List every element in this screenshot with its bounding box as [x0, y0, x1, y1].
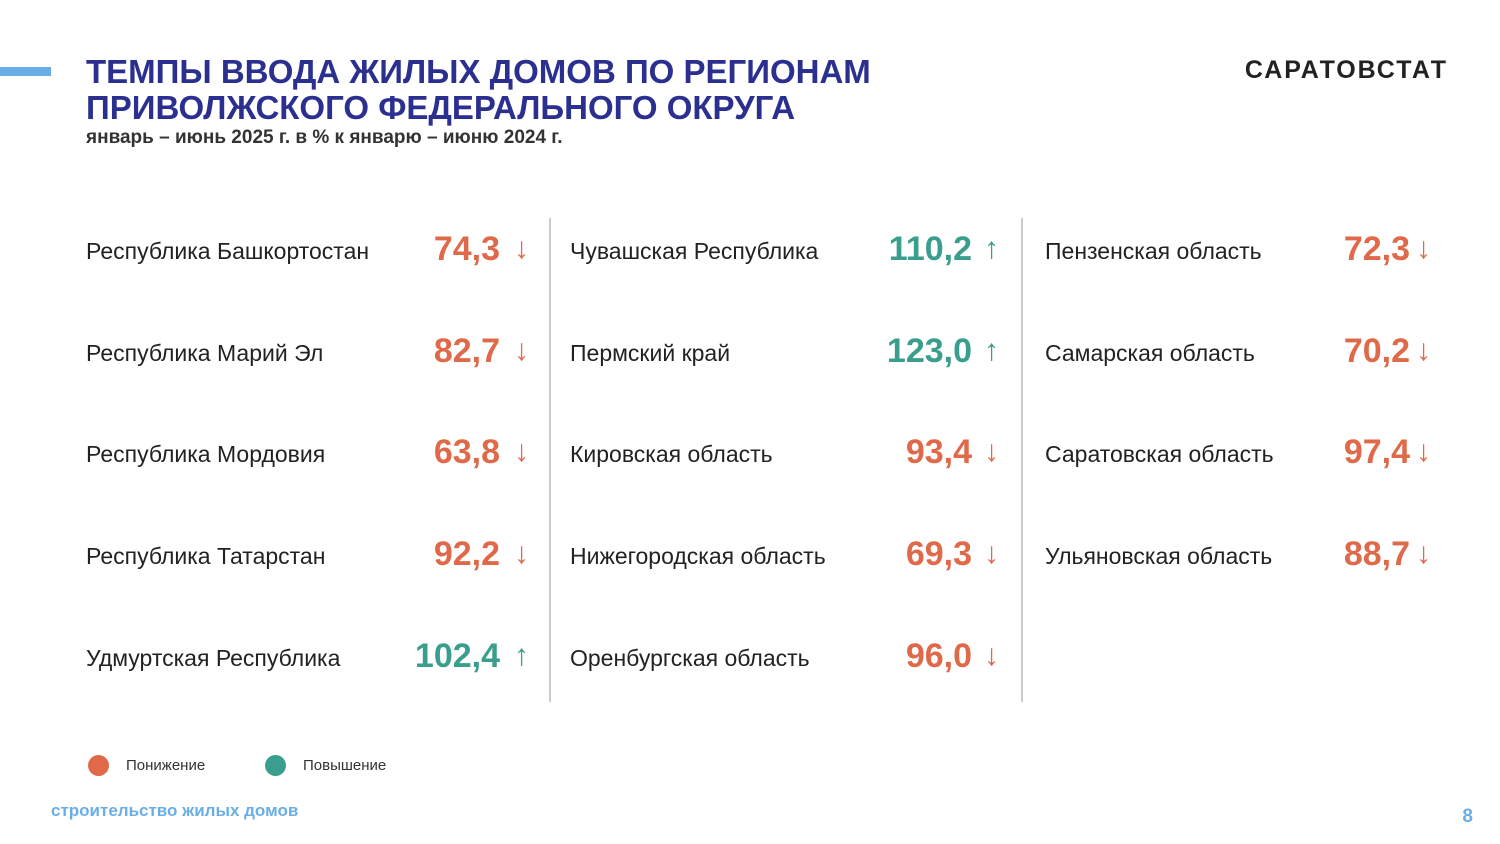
trend-arrow: ↓	[514, 435, 529, 469]
trend-arrow: ↓	[1416, 333, 1431, 367]
region-value: 123,0	[886, 331, 972, 370]
region-name: Нижегородская область	[570, 543, 826, 570]
region-value: 72,3	[1343, 230, 1410, 268]
title: ПРИВОЛЖСКОГО ФЕДЕРАЛЬНОГО ОКРУГА	[86, 89, 796, 126]
legend-label: Понижение	[126, 757, 206, 774]
accent-bar	[0, 67, 51, 76]
page-number: 8	[1462, 806, 1473, 827]
trend-arrow: ↓	[1416, 537, 1431, 571]
region-value: 74,3	[433, 230, 500, 268]
trend-arrow: ↓	[1416, 232, 1431, 265]
trend-arrow: ↓	[514, 232, 529, 265]
region-value: 92,2	[433, 535, 500, 574]
title: ТЕМПЫ ВВОДА ЖИЛЫХ ДОМОВ ПО РЕГИОНАМ	[86, 53, 871, 90]
region-value: 97,4	[1343, 433, 1410, 472]
trend-arrow: ↑	[514, 638, 529, 672]
region-name: Чувашская Республика	[570, 238, 819, 264]
trend-arrow: ↓	[984, 537, 999, 571]
trend-arrow: ↓	[1416, 435, 1431, 469]
region-value: 63,8	[433, 433, 500, 472]
trend-arrow: ↓	[984, 638, 999, 672]
region-name: Пермский край	[570, 339, 731, 366]
divider	[549, 218, 551, 702]
region-name: Республика Мордовия	[86, 441, 326, 468]
region-name: Пензенская область	[1045, 238, 1262, 264]
region-name: Кировская область	[570, 441, 773, 468]
legend-dot	[265, 755, 286, 776]
trend-arrow: ↓	[984, 435, 999, 469]
footer-section: строительство жилых домов	[51, 801, 299, 820]
region-value: 96,0	[905, 636, 972, 675]
region-name: Самарская область	[1045, 339, 1255, 366]
region-value: 82,7	[433, 331, 500, 370]
divider	[1021, 218, 1023, 702]
region-name: Ульяновская область	[1045, 543, 1273, 570]
region-value: 69,3	[905, 535, 972, 574]
region-name: Республика Марий Эл	[86, 339, 324, 366]
region-name: Республика Башкортостан	[86, 238, 370, 264]
region-value: 93,4	[905, 433, 972, 472]
trend-arrow: ↑	[984, 333, 999, 367]
subtitle: январь – июнь 2025 г. в % к январю – июн…	[86, 127, 563, 148]
legend-dot	[88, 755, 109, 776]
region-name: Республика Татарстан	[86, 543, 326, 570]
legend-label: Повышение	[303, 757, 387, 774]
brand: САРАТОВСТАТ	[1244, 56, 1448, 84]
region-value: 88,7	[1343, 535, 1410, 574]
trend-arrow: ↓	[514, 333, 529, 367]
region-name: Оренбургская область	[570, 644, 810, 671]
region-value: 70,2	[1343, 331, 1410, 370]
region-value: 102,4	[414, 636, 500, 675]
region-name: Саратовская область	[1045, 441, 1274, 468]
trend-arrow: ↓	[514, 537, 529, 571]
region-name: Удмуртская Республика	[86, 644, 341, 671]
trend-arrow: ↑	[984, 232, 999, 265]
region-value: 110,2	[888, 230, 972, 268]
